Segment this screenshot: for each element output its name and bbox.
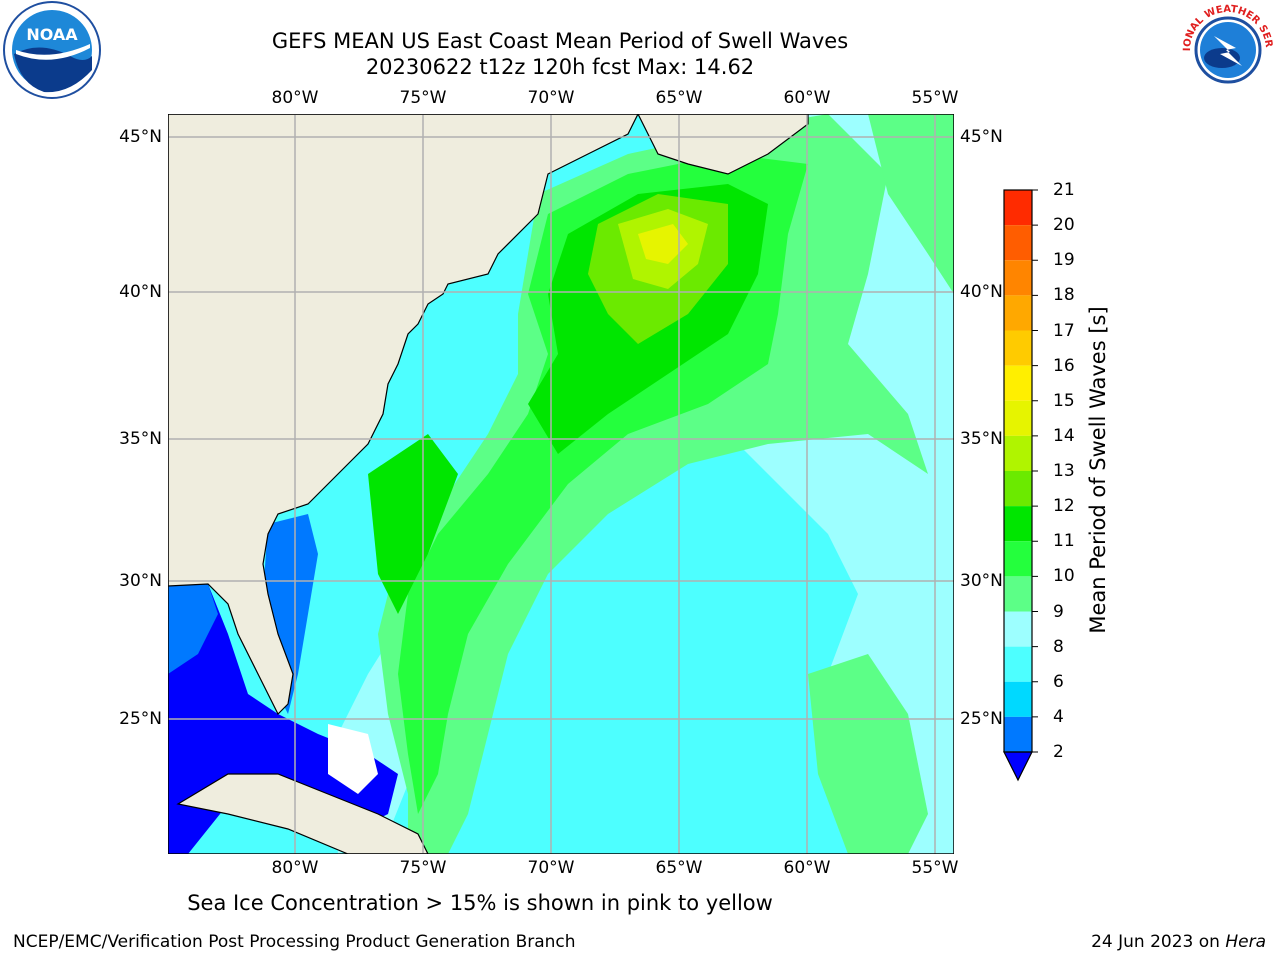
colorbar-swatch	[1004, 365, 1032, 401]
colorbar-tick-label: 17	[1053, 320, 1075, 341]
colorbar-tick-label: 14	[1053, 425, 1075, 446]
colorbar-tick-label: 4	[1053, 706, 1064, 727]
colorbar-swatch	[1004, 471, 1032, 507]
lon-tick-label: 60°W	[783, 88, 831, 108]
noaa-logo: NOAA	[3, 1, 101, 99]
band-2-4-gulf	[168, 584, 218, 674]
lon-tick-label: 60°W	[783, 858, 831, 878]
cuba-land	[176, 773, 429, 854]
band-9-10-east	[868, 114, 954, 294]
sea-ice-note: Sea Ice Concentration > 15% is shown in …	[187, 891, 773, 915]
colorbar-extend-arrow	[1003, 751, 1033, 782]
colorbar	[1003, 189, 1038, 782]
map-title: GEFS MEAN US East Coast Mean Period of S…	[271, 29, 849, 53]
colorbar-label: Mean Period of Swell Waves [s]	[1086, 306, 1110, 634]
lat-tick-label: 25°N	[119, 709, 162, 729]
footer-machine: Hera	[1225, 932, 1266, 952]
lon-tick-label: 80°W	[271, 88, 319, 108]
lat-tick-label: 35°N	[960, 429, 1003, 449]
colorbar-swatch	[1004, 611, 1032, 647]
lon-tick-label: 65°W	[655, 88, 703, 108]
lat-tick-label: 30°N	[960, 571, 1003, 591]
footer-credit: NCEP/EMC/Verification Post Processing Pr…	[13, 932, 576, 952]
colorbar-tick-label: 16	[1053, 355, 1075, 376]
bahamas-white	[328, 724, 378, 794]
colorbar-swatch	[1004, 681, 1032, 717]
us-land	[168, 114, 639, 716]
band-9-10-southeast	[808, 654, 928, 854]
lon-tick-label: 80°W	[271, 858, 319, 878]
colorbar-swatch	[1004, 716, 1032, 752]
lat-tick-label: 40°N	[119, 282, 162, 302]
colorbar-swatch	[1004, 646, 1032, 682]
lat-tick-label: 30°N	[119, 571, 162, 591]
lon-tick-label: 75°W	[399, 858, 447, 878]
colorbar-swatch	[1004, 541, 1032, 577]
lat-tick-label: 35°N	[119, 429, 162, 449]
colorbar-swatch	[1004, 400, 1032, 436]
colorbar-tick-label: 13	[1053, 461, 1075, 481]
colorbar-swatch	[1004, 330, 1032, 366]
colorbar-tick-label: 21	[1053, 180, 1075, 200]
nws-logo: NATIONAL WEATHER SERVICE	[1176, 0, 1276, 98]
graticule	[168, 114, 954, 854]
colorbar-tick-label: 2	[1053, 742, 1064, 762]
lat-tick-label: 45°N	[960, 127, 1003, 147]
colorbar-swatch	[1004, 225, 1032, 261]
lon-tick-label: 75°W	[399, 88, 447, 108]
lat-tick-label: 40°N	[960, 282, 1003, 302]
colorbar-tick-label: 11	[1053, 531, 1075, 552]
colorbar-swatch	[1004, 295, 1032, 331]
footer-date-text: 24 Jun 2023 on	[1091, 932, 1226, 952]
colorbar-tick-label: 10	[1053, 566, 1075, 587]
colorbar-tick-label: 9	[1053, 601, 1064, 622]
lon-tick-label: 70°W	[527, 858, 575, 878]
band-8-9-east	[728, 114, 954, 854]
footer-date: 24 Jun 2023 on Hera	[1091, 932, 1266, 952]
colorbar-swatch	[1004, 260, 1032, 296]
lat-tick-label: 25°N	[960, 709, 1003, 729]
colorbar-tick-label: 19	[1053, 250, 1075, 271]
lat-tick-label: 45°N	[119, 127, 162, 147]
swell-period-map	[168, 114, 954, 854]
colorbar-tick-label: 8	[1053, 636, 1064, 657]
colorbar-tick-label: 18	[1053, 285, 1075, 306]
colorbar-tick-label: 6	[1053, 671, 1064, 692]
band-11-12-south	[368, 434, 458, 614]
colorbar-tick-label: 20	[1053, 215, 1075, 236]
band-9-10	[378, 114, 928, 854]
lon-tick-label: 55°W	[911, 88, 959, 108]
colorbar-swatch	[1004, 435, 1032, 471]
lon-tick-label: 55°W	[911, 858, 959, 878]
lon-tick-label: 65°W	[655, 858, 703, 878]
colorbar-swatch	[1004, 506, 1032, 542]
colorbar-swatch	[1004, 190, 1032, 226]
colorbar-tick-label: 12	[1053, 496, 1075, 517]
map-subtitle: 20230622 t12z 120h fcst Max: 14.62	[365, 55, 755, 79]
lon-tick-label: 70°W	[527, 88, 575, 108]
nova-scotia-land	[637, 114, 809, 175]
noaa-logo-text: NOAA	[26, 25, 78, 44]
colorbar-swatch	[1004, 576, 1032, 612]
colorbar-tick-label: 15	[1053, 390, 1075, 411]
band-14-15	[638, 224, 688, 264]
